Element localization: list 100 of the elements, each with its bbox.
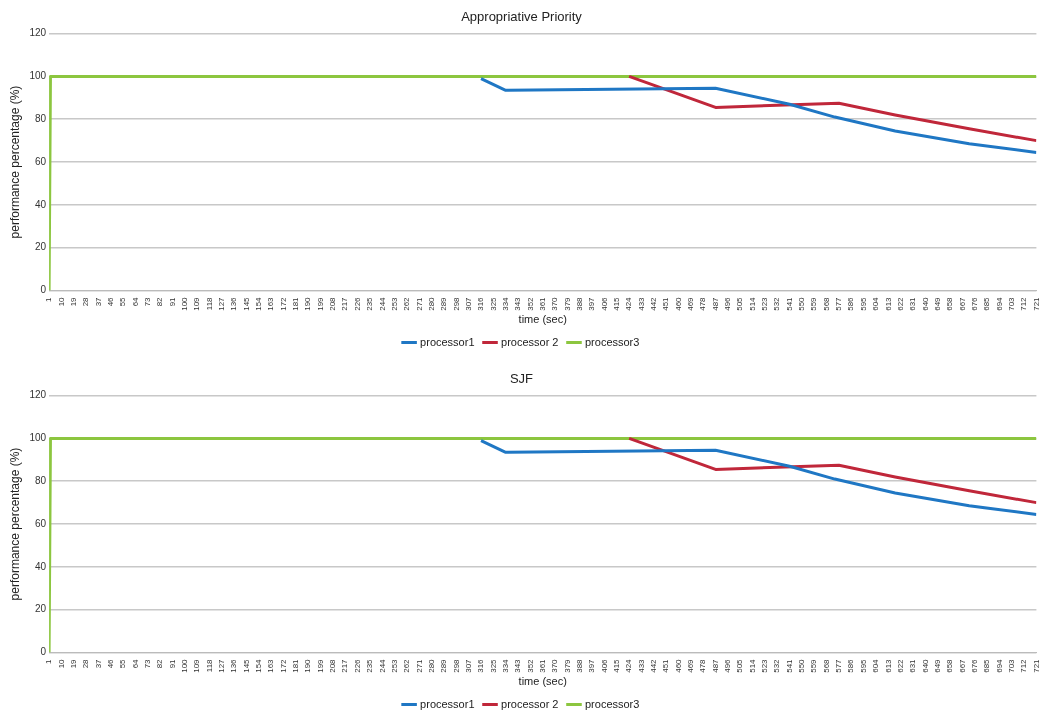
x-tick-label: 334 [500,296,510,311]
legend-label: processor 2 [501,697,559,710]
y-tick-label: 40 [34,560,47,572]
x-tick-label: 226 [352,296,362,311]
x-tick-label: 676 [969,296,979,311]
x-tick-label: 163 [266,658,276,673]
x-tick-label: 343 [513,658,523,673]
x-tick-label: 649 [932,296,942,311]
legend-label: processor1 [420,697,475,710]
x-tick-label: 451 [661,658,671,673]
y-tick-label: 20 [34,241,47,253]
x-tick-label: 181 [291,658,301,673]
x-tick-label: 586 [846,296,856,311]
x-tick-label: 262 [402,658,412,673]
y-tick-label: 40 [34,198,47,210]
y-axis-title: performance percentage (%) [7,85,22,239]
x-tick-label: 595 [858,658,868,673]
x-tick-label: 46 [105,296,115,307]
x-tick-label: 577 [834,296,844,311]
x-tick-label: 280 [426,296,436,311]
x-tick-label: 388 [574,296,584,311]
x-tick-label: 559 [809,658,819,673]
x-tick-label: 190 [303,658,313,673]
x-tick-label: 10 [56,658,66,669]
x-tick-label: 127 [217,658,227,673]
x-tick-label: 136 [229,658,239,673]
x-tick-label: 388 [574,658,584,673]
x-tick-label: 307 [463,658,473,673]
x-tick-label: 253 [389,658,399,673]
x-tick-label: 460 [673,658,683,673]
x-tick-label: 577 [834,658,844,673]
x-tick-label: 640 [920,296,930,311]
x-tick-label: 217 [340,658,350,673]
x-tick-label: 712 [1019,296,1029,311]
x-tick-label: 667 [957,296,967,311]
x-tick-label: 10 [56,296,66,307]
y-tick-label: 100 [29,70,47,82]
x-tick-label: 100 [180,658,190,673]
x-tick-label: 721 [1031,296,1041,311]
x-tick-label: 721 [1031,658,1041,673]
x-tick-label: 415 [611,296,621,311]
x-tick-label: 325 [488,658,498,673]
x-tick-label: 235 [365,296,375,311]
x-tick-label: 640 [920,658,930,673]
legend-label: processor3 [584,697,640,710]
x-tick-label: 568 [821,296,831,311]
x-tick-label: 253 [389,296,399,311]
x-tick-label: 622 [895,658,905,673]
x-tick-label: 244 [377,296,387,311]
x-tick-label: 91 [167,658,177,669]
x-tick-label: 586 [846,658,856,673]
x-tick-label: 55 [118,296,128,307]
x-tick-label: 46 [105,658,115,669]
x-tick-label: 487 [710,658,720,673]
x-tick-label: 469 [686,658,696,673]
x-tick-label: 487 [710,296,720,311]
x-tick-label: 703 [1006,296,1016,311]
x-tick-label: 712 [1019,658,1029,673]
x-tick-label: 289 [439,296,449,311]
x-tick-label: 226 [352,658,362,673]
x-tick-label: 694 [994,296,1004,311]
x-tick-label: 478 [698,296,708,311]
x-tick-label: 208 [328,658,338,673]
legend-label: processor 2 [501,335,559,348]
y-tick-label: 80 [34,112,47,124]
x-tick-label: 379 [562,296,572,311]
y-tick-label: 60 [34,155,47,167]
x-tick-label: 442 [649,658,659,673]
x-tick-label: 82 [155,296,165,307]
x-tick-label: 613 [883,296,893,311]
x-tick-label: 379 [562,658,572,673]
x-tick-label: 604 [871,658,881,673]
x-tick-label: 325 [488,296,498,311]
x-tick-label: 199 [315,296,325,311]
x-tick-label: 154 [254,296,264,311]
x-tick-label: 424 [624,658,634,673]
y-tick-label: 20 [34,603,47,615]
y-tick-label: 60 [34,517,47,529]
x-tick-label: 28 [81,296,91,307]
x-tick-label: 217 [340,296,350,311]
x-tick-label: 505 [735,658,745,673]
x-tick-label: 658 [945,296,955,311]
x-tick-label: 496 [723,296,733,311]
x-tick-label: 550 [797,658,807,673]
x-tick-label: 145 [241,658,251,673]
x-tick-label: 118 [204,296,214,311]
x-tick-label: 73 [143,658,153,669]
x-tick-label: 199 [315,658,325,673]
x-tick-label: 685 [982,658,992,673]
x-tick-label: 541 [784,658,794,673]
x-tick-label: 496 [723,658,733,673]
x-tick-label: 523 [760,658,770,673]
x-tick-label: 244 [377,658,387,673]
x-tick-label: 406 [599,658,609,673]
legend-label: processor1 [420,335,475,348]
x-tick-label: 523 [760,296,770,311]
x-tick-label: 37 [93,658,103,669]
x-tick-label: 307 [463,296,473,311]
x-tick-label: 667 [957,658,967,673]
x-tick-label: 631 [908,296,918,311]
